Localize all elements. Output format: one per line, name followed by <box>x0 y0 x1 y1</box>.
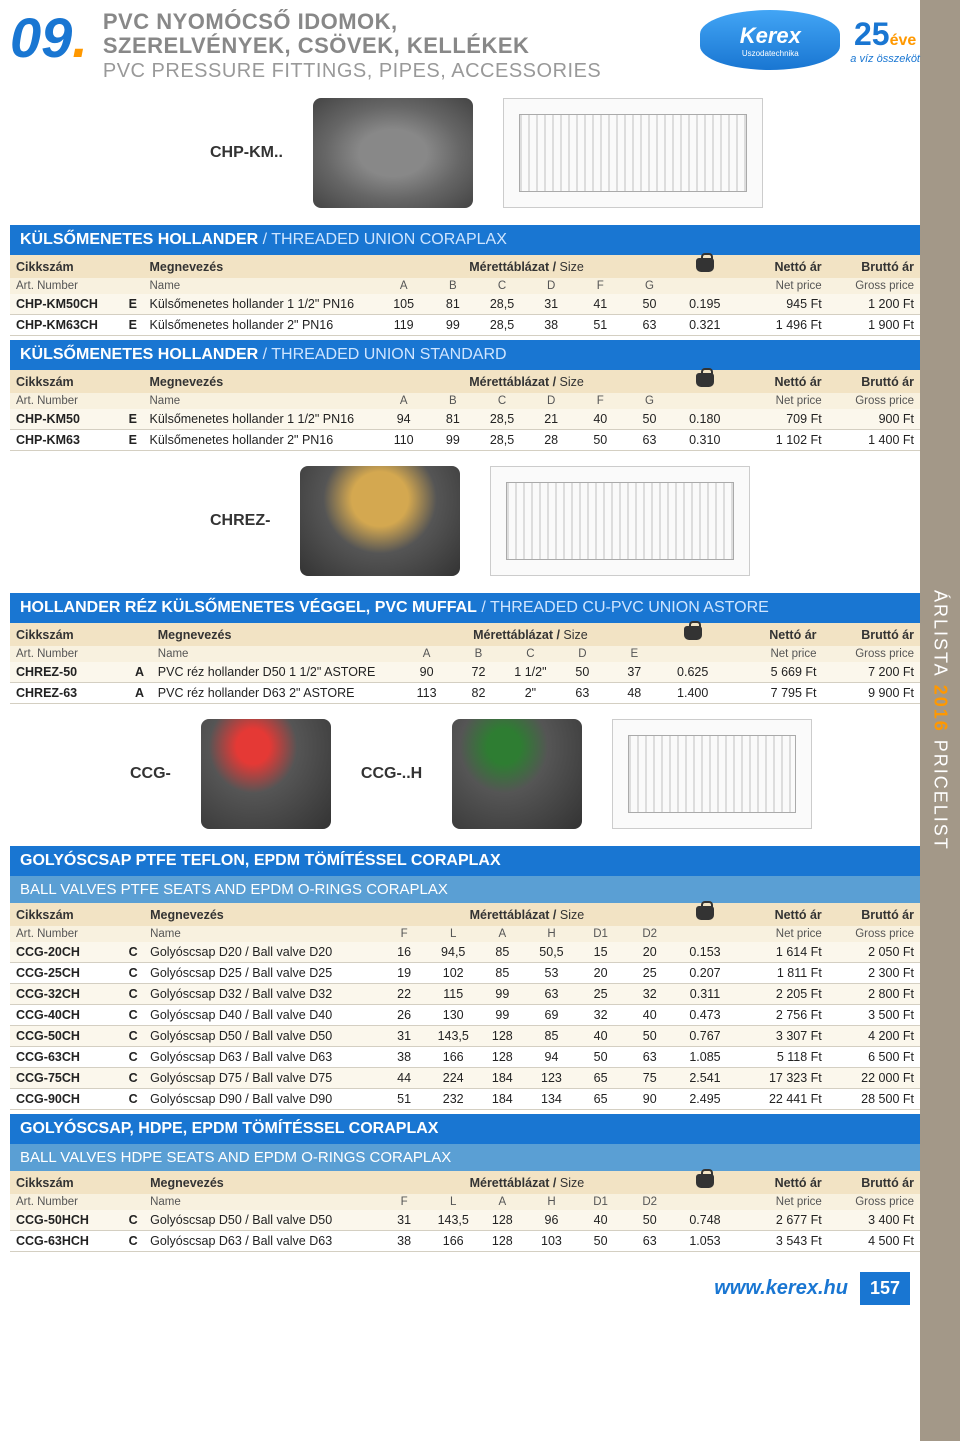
table-row: CHP-KM50EKülsőmenetes hollander 1 1/2" P… <box>10 409 920 430</box>
section-title: GOLYÓSCSAP PTFE TEFLON, EPDM TÖMÍTÉSSEL … <box>10 846 920 876</box>
section-title: GOLYÓSCSAP, HDPE, EPDM TÖMÍTÉSSEL CORAPL… <box>10 1114 920 1144</box>
page-header: 09. PVC NYOMÓCSŐ IDOMOK,SZERELVÉNYEK, CS… <box>10 10 920 83</box>
page-number: 157 <box>860 1272 910 1305</box>
product-diagram <box>612 719 812 829</box>
table-row: CCG-75CHCGolyóscsap D75 / Ball valve D75… <box>10 1068 920 1089</box>
section-title: KÜLSŐMENETES HOLLANDER / THREADED UNION … <box>10 340 920 370</box>
section-subtitle: BALL VALVES PTFE SEATS AND EPDM O-RINGS … <box>10 876 920 903</box>
weight-icon <box>696 1174 714 1188</box>
product-photo <box>201 719 331 829</box>
product-diagram <box>503 98 763 208</box>
title-en: PVC PRESSURE FITTINGS, PIPES, ACCESSORIE… <box>103 60 685 83</box>
section-title: HOLLANDER RÉZ KÜLSŐMENETES VÉGGEL, PVC M… <box>10 593 920 623</box>
sidebar-label: ÁRLISTA 2016 PRICELIST <box>930 590 951 851</box>
product-label: CHP-KM.. <box>210 144 283 162</box>
table-row: CCG-50HCHCGolyóscsap D50 / Ball valve D5… <box>10 1210 920 1231</box>
product-row-chrez: CHREZ- <box>210 461 920 581</box>
product-label: CHREZ- <box>210 512 270 530</box>
table-row: CCG-90CHCGolyóscsap D90 / Ball valve D90… <box>10 1089 920 1110</box>
product-photo <box>452 719 582 829</box>
table-row: CHREZ-50APVC réz hollander D50 1 1/2" AS… <box>10 662 920 683</box>
table-row: CHREZ-63APVC réz hollander D63 2" ASTORE… <box>10 683 920 704</box>
product-label: CCG-..H <box>361 765 422 783</box>
table-row: CCG-20CHCGolyóscsap D20 / Ball valve D20… <box>10 942 920 963</box>
section-title: KÜLSŐMENETES HOLLANDER / THREADED UNION … <box>10 225 920 255</box>
sidebar: ÁRLISTA 2016 PRICELIST <box>920 0 960 1441</box>
weight-icon <box>696 906 714 920</box>
table-row: CCG-63CHCGolyóscsap D63 / Ball valve D63… <box>10 1047 920 1068</box>
weight-icon <box>696 258 714 272</box>
table-row: CHP-KM63CHEKülsőmenetes hollander 2" PN1… <box>10 315 920 336</box>
price-table: CikkszámMegnevezésMérettáblázat / SizeNe… <box>10 255 920 336</box>
table-row: CHP-KM50CHEKülsőmenetes hollander 1 1/2"… <box>10 294 920 315</box>
product-photo <box>313 98 473 208</box>
table-row: CCG-25CHCGolyóscsap D25 / Ball valve D25… <box>10 963 920 984</box>
price-table: CikkszámMegnevezésMérettáblázat / SizeNe… <box>10 623 920 704</box>
table-row: CHP-KM63EKülsőmenetes hollander 2" PN161… <box>10 430 920 451</box>
weight-icon <box>696 373 714 387</box>
table-row: CCG-50CHCGolyóscsap D50 / Ball valve D50… <box>10 1026 920 1047</box>
product-photo <box>300 466 460 576</box>
brand-logo: KerexUszodatechnika 25évea víz összeköt <box>700 10 920 70</box>
price-table: CikkszámMegnevezésMérettáblázat / SizeNe… <box>10 1171 920 1252</box>
price-table: CikkszámMegnevezésMérettáblázat / SizeNe… <box>10 370 920 451</box>
page-footer: www.kerex.hu 157 <box>10 1272 920 1305</box>
product-row-chpkm: CHP-KM.. <box>210 93 920 213</box>
product-diagram <box>490 466 750 576</box>
section-subtitle: BALL VALVES HDPE SEATS AND EPDM O-RINGS … <box>10 1144 920 1171</box>
product-row-ccg: CCG- CCG-..H <box>130 714 920 834</box>
table-row: CCG-40CHCGolyóscsap D40 / Ball valve D40… <box>10 1005 920 1026</box>
weight-icon <box>684 626 702 640</box>
product-label: CCG- <box>130 765 171 783</box>
title-hu: PVC NYOMÓCSŐ IDOMOK,SZERELVÉNYEK, CSÖVEK… <box>103 10 685 58</box>
footer-url: www.kerex.hu <box>714 1277 848 1300</box>
table-row: CCG-63HCHCGolyóscsap D63 / Ball valve D6… <box>10 1231 920 1252</box>
section-number: 09. <box>10 10 88 66</box>
table-row: CCG-32CHCGolyóscsap D32 / Ball valve D32… <box>10 984 920 1005</box>
price-table: CikkszámMegnevezésMérettáblázat / SizeNe… <box>10 903 920 1110</box>
